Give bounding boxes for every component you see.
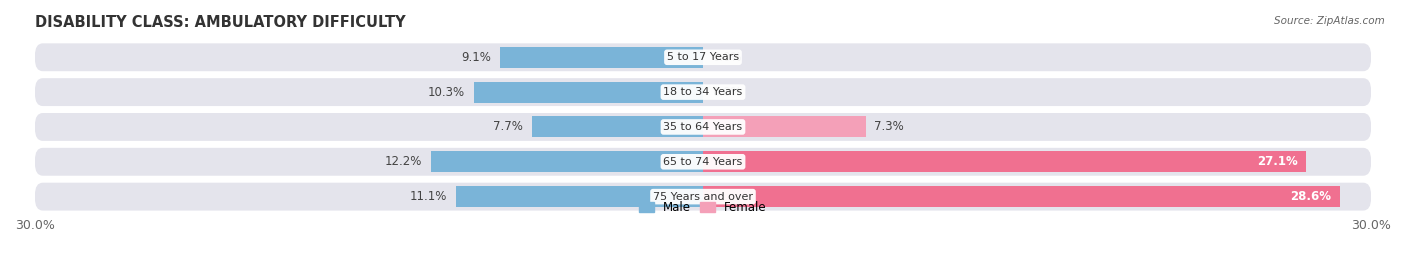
FancyBboxPatch shape (35, 183, 1371, 211)
Text: 65 to 74 Years: 65 to 74 Years (664, 157, 742, 167)
Bar (432, 151, 703, 172)
Bar (703, 186, 1340, 207)
Text: DISABILITY CLASS: AMBULATORY DIFFICULTY: DISABILITY CLASS: AMBULATORY DIFFICULTY (35, 15, 405, 30)
Text: 7.7%: 7.7% (492, 120, 523, 133)
Text: 75 Years and over: 75 Years and over (652, 192, 754, 202)
FancyBboxPatch shape (35, 148, 1371, 176)
Text: 18 to 34 Years: 18 to 34 Years (664, 87, 742, 97)
FancyBboxPatch shape (35, 113, 1371, 141)
Bar (501, 47, 703, 68)
FancyBboxPatch shape (35, 43, 1371, 71)
Text: 11.1%: 11.1% (409, 190, 447, 203)
FancyBboxPatch shape (35, 78, 1371, 106)
Text: 5 to 17 Years: 5 to 17 Years (666, 52, 740, 62)
Text: 12.2%: 12.2% (385, 155, 422, 168)
Text: 0.0%: 0.0% (711, 51, 741, 64)
Bar (703, 151, 1306, 172)
Bar (703, 117, 866, 137)
Bar (531, 117, 703, 137)
Bar (474, 82, 703, 103)
Text: 27.1%: 27.1% (1257, 155, 1298, 168)
Text: Source: ZipAtlas.com: Source: ZipAtlas.com (1274, 16, 1385, 26)
Text: 7.3%: 7.3% (875, 120, 904, 133)
Bar (456, 186, 703, 207)
Text: 35 to 64 Years: 35 to 64 Years (664, 122, 742, 132)
Text: 9.1%: 9.1% (461, 51, 492, 64)
Text: 0.0%: 0.0% (711, 85, 741, 99)
Legend: Male, Female: Male, Female (634, 196, 772, 219)
Text: 28.6%: 28.6% (1289, 190, 1331, 203)
Text: 10.3%: 10.3% (427, 85, 465, 99)
